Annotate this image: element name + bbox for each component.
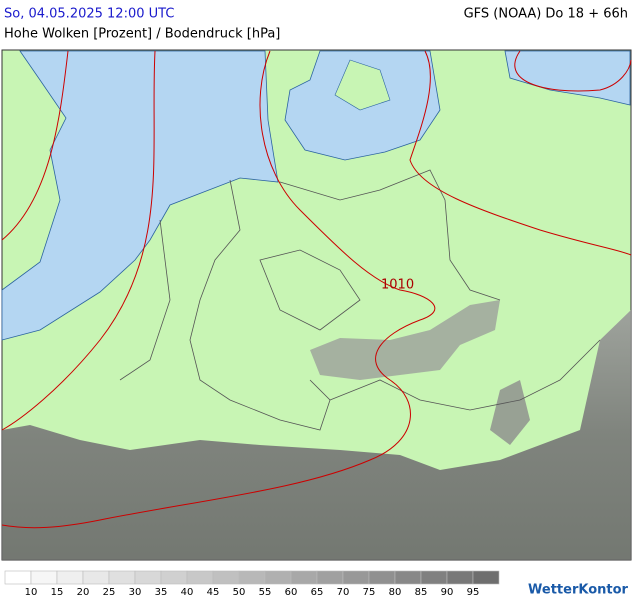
legend-swatch [420, 570, 448, 585]
subtitle: Hohe Wolken [Prozent] / Bodendruck [hPa] [4, 27, 280, 42]
legend-swatch [290, 570, 318, 585]
cloud-area-central [310, 300, 500, 380]
legend-label: 55 [259, 587, 272, 598]
legend-label: 90 [441, 587, 454, 598]
legend-label: 10 [25, 587, 38, 598]
legend-label: 35 [155, 587, 168, 598]
legend-label: 50 [233, 587, 246, 598]
legend-swatch [394, 570, 422, 585]
cloud-area-south [2, 310, 631, 560]
legend-label: 20 [77, 587, 90, 598]
legend-swatch [316, 570, 344, 585]
legend-swatch [342, 570, 370, 585]
legend-label: 70 [337, 587, 350, 598]
legend-label: 25 [103, 587, 116, 598]
datetime: So, 04.05.2025 12:00 UTC [4, 7, 174, 22]
legend-swatch [108, 570, 136, 585]
logo: WetterKontor [528, 583, 629, 598]
legend-swatch [56, 570, 84, 585]
legend-swatch [186, 570, 214, 585]
color-legend: 10 15 20 25 30 35 40 45 50 55 60 65 70 75 80 85 90 95 [4, 570, 500, 598]
legend-label: 45 [207, 587, 220, 598]
legend-swatch [134, 570, 162, 585]
legend-swatch [472, 570, 500, 585]
legend-swatch [368, 570, 396, 585]
legend-swatch [4, 570, 32, 585]
legend-label: 30 [129, 587, 142, 598]
isobars [1, 50, 632, 529]
sea-east [504, 50, 631, 106]
legend-label: 85 [415, 587, 428, 598]
borders [119, 169, 601, 431]
legend-label: 65 [311, 587, 324, 598]
legend-swatch [30, 570, 58, 585]
legend-label: 15 [51, 587, 64, 598]
island [334, 59, 391, 111]
isobar-label: 1010 [381, 278, 414, 293]
model-run: GFS (NOAA) Do 18 + 66h [464, 7, 628, 22]
map: 1010 [1, 49, 632, 561]
legend-swatch [212, 570, 240, 585]
legend-swatch [82, 570, 110, 585]
legend-label: 95 [467, 587, 480, 598]
cloud-patch [490, 380, 530, 445]
legend-swatch [446, 570, 474, 585]
legend-swatch [238, 570, 266, 585]
legend-label: 40 [181, 587, 194, 598]
legend-label: 75 [363, 587, 376, 598]
legend-label: 80 [389, 587, 402, 598]
legend-label: 60 [285, 587, 298, 598]
legend-swatch [160, 570, 188, 585]
legend-swatch [264, 570, 292, 585]
